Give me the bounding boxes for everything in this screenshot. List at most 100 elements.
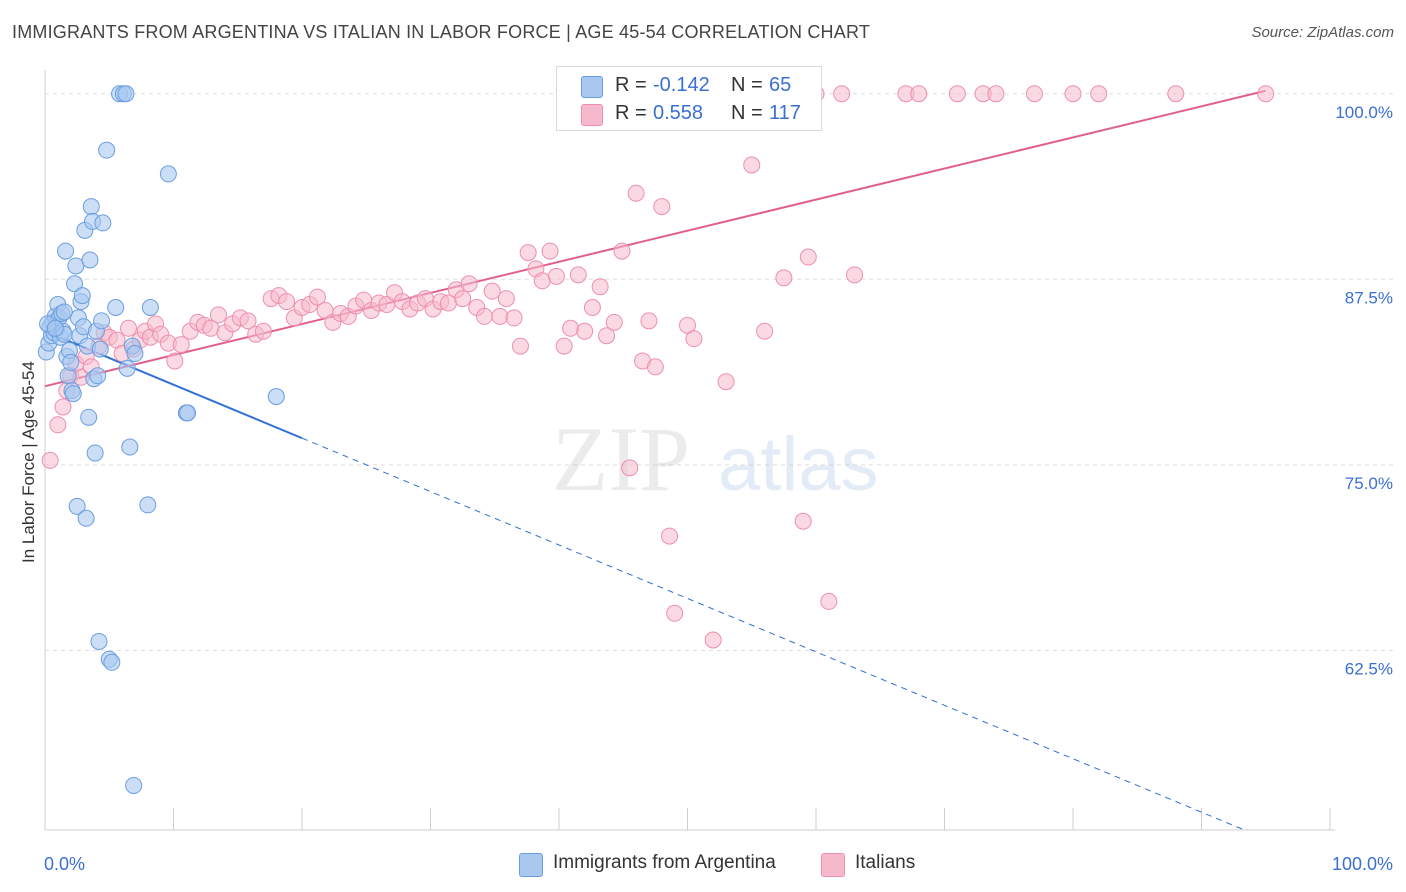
argentina-point <box>68 497 86 515</box>
tick-labels: 62.5% 75.0% 87.5% 100.0% 0.0% 100.0% <box>44 103 1393 874</box>
argentina-point <box>82 198 100 216</box>
legend-label-argentina: Immigrants from Argentina <box>553 852 776 873</box>
italians-points <box>41 85 1275 649</box>
italians-point <box>598 327 616 345</box>
n-label: N = <box>731 74 763 96</box>
italians-point <box>666 604 684 622</box>
italians-point <box>547 267 565 285</box>
argentina-point <box>267 388 285 406</box>
argentina-point <box>67 257 85 275</box>
italians-point <box>948 85 966 103</box>
argentina-point <box>77 509 95 527</box>
italians-point <box>846 266 864 284</box>
argentina-point <box>103 653 121 671</box>
r-label: R = <box>615 74 647 96</box>
argentina-point <box>57 242 75 260</box>
italians-point <box>541 242 559 260</box>
argentina-point <box>139 496 157 514</box>
italians-point <box>1025 85 1043 103</box>
italians-point <box>685 330 703 348</box>
italians-point <box>562 319 580 337</box>
x-tick-label: 100.0% <box>1332 854 1393 874</box>
italians-point <box>120 319 138 337</box>
r-value: -0.142 <box>653 74 710 96</box>
italians-point <box>308 288 326 306</box>
italians-point <box>613 242 631 260</box>
italians-point <box>794 512 812 530</box>
italians-point <box>717 373 735 391</box>
argentina-point <box>89 367 107 385</box>
italians-point <box>569 266 587 284</box>
italians-point <box>775 269 793 287</box>
italians-point <box>41 451 59 469</box>
italians-point <box>833 85 851 103</box>
legend-swatch-italians <box>581 104 603 126</box>
legend-stats: R = -0.142 N = 65 R = 0.558 N = 117 <box>556 66 822 131</box>
argentina-point <box>126 345 144 363</box>
italians-point <box>646 358 664 376</box>
argentina-point <box>179 404 197 422</box>
argentina-point <box>90 632 108 650</box>
argentina-point <box>125 776 143 794</box>
italians-point <box>475 307 493 325</box>
italians-point <box>491 307 509 325</box>
italians-point <box>460 275 478 293</box>
italians-point <box>555 337 573 355</box>
italians-point <box>254 322 272 340</box>
watermark: ZIP atlas <box>552 408 879 510</box>
argentina-point <box>107 299 125 316</box>
source-credit: Source: ZipAtlas.com <box>1251 24 1394 41</box>
legend-swatch-argentina <box>581 76 603 98</box>
argentina-point <box>81 251 99 269</box>
italians-point <box>743 156 761 174</box>
italians-point <box>910 85 928 103</box>
italians-point <box>605 313 623 331</box>
italians-point <box>1167 85 1185 103</box>
italians-trend-line <box>44 89 1266 388</box>
argentina-point <box>86 444 104 462</box>
argentina-point <box>73 287 91 305</box>
legend-swatch-italians <box>821 853 845 877</box>
gridlines <box>45 93 1395 651</box>
legend-label-italians: Italians <box>855 852 916 873</box>
argentina-point <box>94 214 112 232</box>
argentina-point <box>80 408 98 426</box>
italians-point <box>653 198 671 216</box>
italians-point <box>1090 85 1108 103</box>
n-value: 117 <box>769 102 801 124</box>
argentina-point <box>55 303 73 321</box>
argentina-point <box>121 438 139 456</box>
argentina-point <box>66 275 84 293</box>
italians-point <box>533 272 551 290</box>
argentina-point <box>46 319 64 337</box>
argentina-point <box>159 165 177 183</box>
argentina-point <box>93 312 111 330</box>
italians-point <box>987 85 1005 103</box>
italians-point <box>505 309 523 327</box>
italians-point <box>799 248 817 266</box>
italians-point <box>454 290 472 308</box>
italians-point <box>209 306 227 324</box>
legend-swatch-argentina <box>519 853 543 877</box>
argentina-point <box>98 141 116 159</box>
italians-point <box>583 299 601 316</box>
r-value: 0.558 <box>653 102 704 124</box>
italians-point <box>576 322 594 340</box>
italians-point <box>756 322 774 340</box>
argentina-trend-extension <box>301 437 1245 831</box>
italians-point <box>511 337 529 355</box>
chart-title: IMMIGRANTS FROM ARGENTINA VS ITALIAN IN … <box>12 22 871 42</box>
italians-point <box>591 278 609 296</box>
watermark-zip: ZIP <box>552 408 690 510</box>
italians-point <box>1257 85 1275 103</box>
r-label: R = <box>615 102 647 124</box>
argentina-point <box>91 340 109 358</box>
italians-point <box>820 592 838 610</box>
y-tick-label: 75.0% <box>1345 474 1393 493</box>
italians-point <box>661 527 679 545</box>
n-label: N = <box>731 102 763 124</box>
italians-point <box>621 459 639 477</box>
argentina-point <box>118 359 136 377</box>
italians-point <box>49 416 67 434</box>
